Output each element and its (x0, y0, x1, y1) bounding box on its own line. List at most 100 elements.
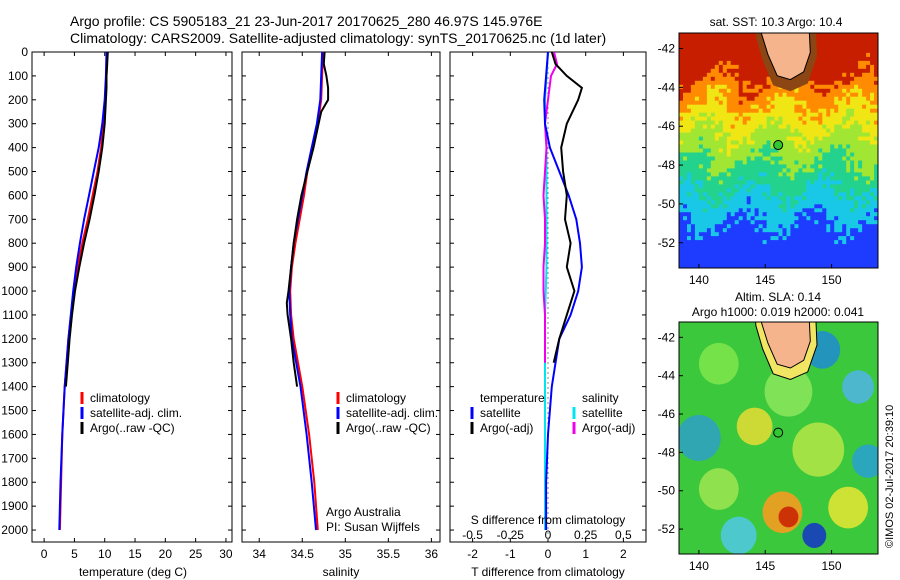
sst-cell (834, 88, 839, 94)
sst-cell (706, 204, 712, 209)
sst-cell (690, 60, 696, 66)
sst-cell (690, 256, 696, 261)
sst-cell (702, 192, 708, 197)
sst-cell (834, 208, 839, 213)
sst-cell (802, 116, 807, 122)
sst-cell (762, 140, 768, 146)
sst-cell (706, 112, 712, 118)
sst-cell (762, 136, 768, 142)
depth-tick-label: 200 (8, 93, 28, 107)
sst-cell (687, 148, 692, 154)
sst-cell (690, 72, 696, 78)
sst-cell (810, 184, 815, 189)
sst-cell (854, 176, 859, 181)
salinity-panel-frame (241, 51, 441, 543)
sst-cell (866, 156, 871, 162)
sst-cell (754, 144, 760, 150)
sst-cell (786, 156, 792, 162)
sst-cell (714, 204, 720, 209)
sst-cell (786, 252, 792, 257)
sst-cell (850, 44, 855, 50)
sst-cell (742, 208, 748, 213)
sst-cell (742, 176, 748, 181)
sst-cell (750, 164, 756, 169)
sst-cell (734, 224, 740, 229)
sst-cell (726, 80, 732, 86)
sst-map-frame (678, 32, 879, 269)
sst-cell (758, 156, 764, 162)
sst-cell (834, 160, 839, 166)
sst-cell (746, 148, 752, 154)
sst-cell (758, 80, 764, 86)
sst-cell (810, 188, 815, 193)
sst-cell (814, 232, 819, 237)
sst-cell (838, 76, 843, 82)
sst-cell (854, 140, 859, 146)
sst-cell (750, 152, 756, 158)
sst-cell (734, 244, 740, 249)
sst-cell (786, 104, 792, 110)
sst-cell (854, 252, 859, 257)
sst-cell (858, 148, 863, 154)
sst-cell (706, 248, 712, 253)
sst-cell (734, 228, 740, 233)
sst-cell (774, 116, 780, 122)
sst-cell (702, 188, 708, 193)
sst-cell (862, 116, 867, 122)
sst-cell (870, 140, 875, 146)
sst-cell (842, 240, 847, 245)
sst-cell (798, 92, 803, 98)
sst-cell (758, 172, 764, 177)
sst-cell (854, 192, 859, 197)
sst-cell (874, 148, 878, 154)
sst-cell (698, 180, 704, 185)
sst-cell (714, 68, 720, 74)
sst-cell (770, 148, 776, 154)
sst-cell (726, 112, 732, 118)
series-line (285, 52, 330, 387)
sst-cell (718, 260, 724, 265)
sst-cell (846, 72, 851, 78)
sst-cell (762, 236, 768, 241)
sst-cell (802, 192, 807, 197)
sst-cell (782, 172, 788, 177)
sst-cell (854, 136, 859, 142)
sst-cell (718, 180, 724, 185)
sst-cell (802, 208, 807, 213)
depth-tick-label: 1500 (1, 404, 28, 418)
sst-cell (874, 172, 878, 177)
sst-cell (750, 52, 756, 58)
sst-cell (790, 248, 795, 253)
sst-cell (814, 120, 819, 126)
sst-cell (854, 128, 859, 134)
sst-cell (858, 88, 863, 94)
sst-cell (778, 88, 784, 94)
depth-tick-label: 1800 (1, 475, 28, 489)
sst-cell (830, 120, 835, 126)
sst-cell (806, 184, 811, 189)
sst-cell (742, 128, 748, 134)
sst-cell (798, 220, 803, 225)
s-difference-xlabel: S difference from climatology (471, 513, 626, 527)
sst-cell (866, 224, 871, 229)
sst-cell (683, 240, 688, 245)
sst-cell (782, 208, 788, 213)
sst-cell (754, 100, 760, 106)
sst-cell (858, 80, 863, 86)
sst-cell (702, 37, 708, 42)
sst-cell (726, 216, 732, 221)
sst-cell (854, 76, 859, 82)
sst-cell (830, 140, 835, 146)
sst-cell (794, 120, 799, 126)
sst-cell (762, 112, 768, 118)
sst-cell (718, 256, 724, 261)
sst-cell (770, 124, 776, 130)
sst-cell (683, 104, 688, 110)
sst-cell (722, 184, 728, 189)
sst-cell (694, 260, 700, 265)
sst-cell (706, 116, 712, 122)
sst-cell (710, 200, 716, 205)
sst-cell (710, 264, 716, 268)
sst-cell (814, 140, 819, 146)
sst-cell (679, 80, 684, 86)
